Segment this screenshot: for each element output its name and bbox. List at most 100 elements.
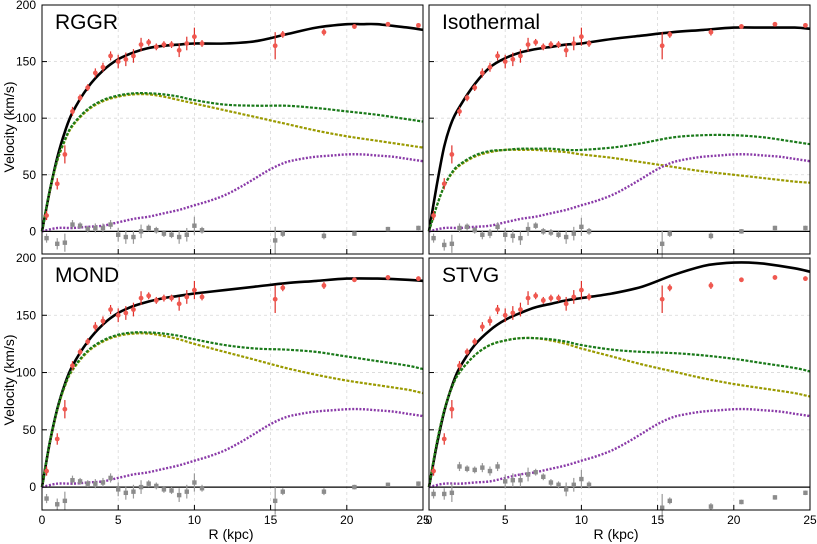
observed-point [280,285,286,291]
observed-point [192,287,197,293]
residual-point [123,234,129,240]
observed-point [495,53,500,59]
observed-point [772,275,778,280]
x-tick-label: 0 [426,513,433,527]
residual-point [563,487,569,492]
observed-point [416,276,421,282]
residual-point [77,479,83,484]
residual-point [487,231,493,236]
observed-point [54,181,60,187]
residual-point [667,231,672,236]
observed-point [525,42,531,48]
residual-point [525,472,531,477]
x-axis-label-right: R (kpc) [593,526,638,542]
residual-point [431,235,436,241]
residual-point [442,242,447,248]
residual-point [100,225,106,231]
residual-point [55,502,60,507]
residual-point [85,481,90,486]
residual-point [495,224,500,230]
residual-point [510,478,516,483]
x-tick-label: 15 [264,513,278,527]
residual-point [708,504,714,509]
y-axis-label-top: Velocity (km/s) [1,81,17,172]
observed-point [533,293,539,299]
residual-point [472,467,477,473]
plot-area [429,5,810,254]
observed-point [184,41,190,46]
residual-point [449,490,455,496]
observed-point [708,29,714,35]
residual-point [510,233,516,239]
observed-point [62,406,68,412]
observed-point [54,436,60,442]
y-tick-label: 0 [29,480,36,494]
observed-point [457,363,462,369]
observed-point [518,53,523,59]
observed-point [502,312,508,318]
residual-point [352,484,357,490]
observed-point [44,468,49,474]
residual-point [62,498,68,504]
observed-point [123,310,129,316]
residual-point [55,241,60,247]
panel-title: RGGR [55,11,118,34]
residual-point [571,482,576,487]
observed-point [272,296,278,302]
observed-point [586,294,592,300]
residual-point [352,231,357,236]
observed-point [62,152,68,157]
residual-point [44,496,49,501]
panel-title: MOND [55,264,119,287]
x-tick-label: 25 [416,513,430,527]
residual-point [161,231,167,236]
y-tick-label: 100 [16,366,36,380]
x-tick-label: 10 [575,513,589,527]
residual-point [503,479,508,484]
plot-area [42,258,423,510]
observed-point [502,59,508,64]
residual-point [184,489,189,494]
residual-point [192,223,197,228]
residual-point [772,495,778,500]
residual-point [579,224,584,230]
observed-point [199,41,205,46]
observed-point [192,34,197,40]
observed-point [85,339,91,345]
observed-point [449,406,455,412]
x-tick-label: 15 [651,513,665,527]
residual-point [169,232,174,237]
residual-point [533,470,538,475]
observed-point [138,295,144,301]
residual-point [708,233,714,239]
y-axis-label-bottom: Velocity (km/s) [1,334,17,425]
observed-point [352,24,357,29]
series-line-dark-component [427,133,811,232]
panel-title: Isothermal [442,11,540,34]
observed-point [579,287,584,293]
y-tick-label: 0 [29,224,36,238]
residual-point [487,468,493,474]
series-line-stellar-disk [40,93,424,232]
residual-point [431,491,436,497]
plot-area [42,5,423,254]
residual-point [385,226,391,232]
observed-point [138,42,144,48]
observed-point [161,42,167,48]
residual-point [123,490,129,496]
residual-point [803,490,808,496]
residual-point [131,489,136,494]
y-tick-label: 150 [16,308,36,322]
observed-point [131,307,136,312]
residual-point [480,232,485,237]
chart-panel-3: 0 50 100 150 200 0 5 10 15 20 25 MOND [16,251,430,527]
observed-point [92,70,98,76]
residual-point [659,505,665,510]
observed-point [479,70,485,76]
y-tick-label: 150 [16,55,36,69]
observed-point [667,285,673,291]
observed-point [272,43,278,49]
observed-point [153,297,159,303]
